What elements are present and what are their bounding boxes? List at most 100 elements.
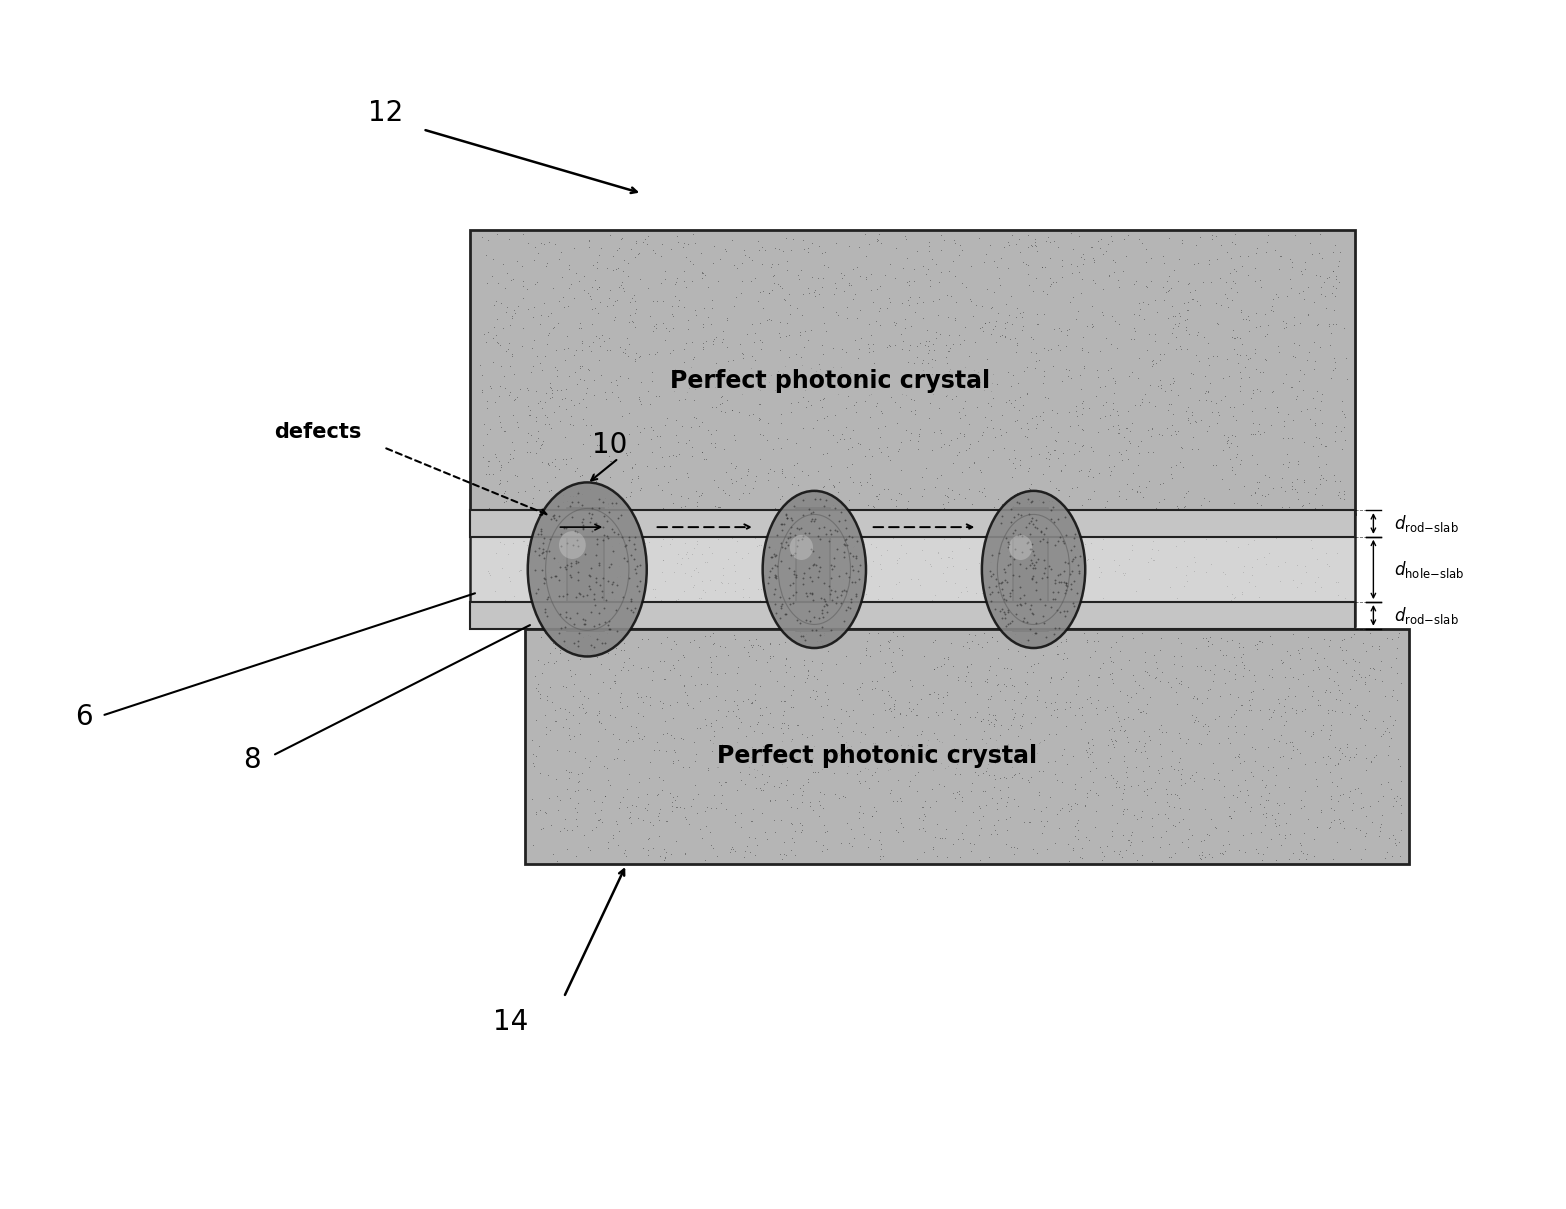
Point <box>672 798 697 817</box>
Point <box>637 828 662 848</box>
Point <box>1355 806 1380 826</box>
Point <box>1081 316 1106 335</box>
Point <box>640 604 666 624</box>
Point <box>1018 595 1043 614</box>
Point <box>866 577 891 596</box>
Point <box>811 573 836 592</box>
Point <box>471 324 496 343</box>
Point <box>763 566 788 585</box>
Point <box>561 675 586 694</box>
Point <box>1081 467 1106 486</box>
Point <box>1015 461 1040 480</box>
Point <box>1043 488 1068 508</box>
Point <box>536 589 561 608</box>
Point <box>1375 746 1400 765</box>
Point <box>1312 683 1337 702</box>
Point <box>999 225 1024 244</box>
Point <box>797 567 822 586</box>
Point <box>1356 681 1381 700</box>
Point <box>583 791 608 810</box>
Point <box>821 426 846 445</box>
Point <box>803 556 828 575</box>
Point <box>485 406 511 426</box>
Point <box>930 563 955 583</box>
Point <box>761 750 786 769</box>
Point <box>1220 320 1245 340</box>
Point <box>619 458 644 478</box>
Point <box>752 822 777 841</box>
Point <box>1076 549 1101 568</box>
Point <box>1245 380 1270 399</box>
Point <box>951 399 976 418</box>
Point <box>1195 348 1220 368</box>
Point <box>598 340 623 359</box>
Point <box>592 719 617 739</box>
Point <box>492 422 517 441</box>
Point <box>816 420 841 439</box>
Point <box>940 251 965 271</box>
Point <box>1380 797 1405 816</box>
Point <box>797 687 822 706</box>
Point <box>1115 686 1140 705</box>
Point <box>897 670 922 689</box>
Point <box>1096 719 1121 739</box>
Point <box>1002 765 1027 785</box>
Point <box>858 829 883 849</box>
Point <box>828 378 853 398</box>
Point <box>1340 624 1366 643</box>
Point <box>1043 606 1068 625</box>
Point <box>1001 837 1026 856</box>
Point <box>601 572 626 591</box>
Point <box>806 561 832 580</box>
Point <box>1076 398 1101 417</box>
Point <box>1110 802 1135 821</box>
Point <box>1010 704 1035 723</box>
Point <box>637 769 662 788</box>
Point <box>1084 676 1109 695</box>
Point <box>586 516 611 536</box>
Point <box>824 278 849 297</box>
Point <box>742 690 767 710</box>
Point <box>1378 728 1403 747</box>
Point <box>1232 793 1257 812</box>
Point <box>1176 324 1201 343</box>
Point <box>1102 456 1128 475</box>
Point <box>1021 839 1046 858</box>
Point <box>594 389 619 409</box>
Point <box>1088 837 1113 856</box>
Point <box>744 630 769 649</box>
Point <box>684 719 709 739</box>
Point <box>600 383 625 403</box>
Point <box>562 521 587 540</box>
Point <box>882 316 907 335</box>
Point <box>893 377 918 397</box>
Point <box>511 532 536 551</box>
Point <box>1015 612 1040 631</box>
Point <box>1099 826 1124 845</box>
Point <box>1026 654 1051 673</box>
Point <box>1049 745 1074 764</box>
Point <box>1203 817 1228 837</box>
Point <box>990 405 1015 424</box>
Point <box>800 650 825 670</box>
Point <box>1334 737 1359 757</box>
Point <box>974 417 999 436</box>
Point <box>838 363 863 382</box>
Ellipse shape <box>1009 534 1032 560</box>
Point <box>1088 659 1113 678</box>
Point <box>843 586 868 606</box>
Point <box>1041 232 1066 251</box>
Point <box>766 777 791 797</box>
Point <box>789 724 814 744</box>
Point <box>868 225 893 244</box>
Point <box>623 539 648 559</box>
Point <box>1013 630 1038 649</box>
Point <box>918 393 943 412</box>
Point <box>896 693 921 712</box>
Point <box>681 630 706 649</box>
Point <box>1185 508 1211 527</box>
Point <box>896 295 921 314</box>
Point <box>1123 757 1148 776</box>
Point <box>853 638 879 658</box>
Point <box>583 746 608 765</box>
